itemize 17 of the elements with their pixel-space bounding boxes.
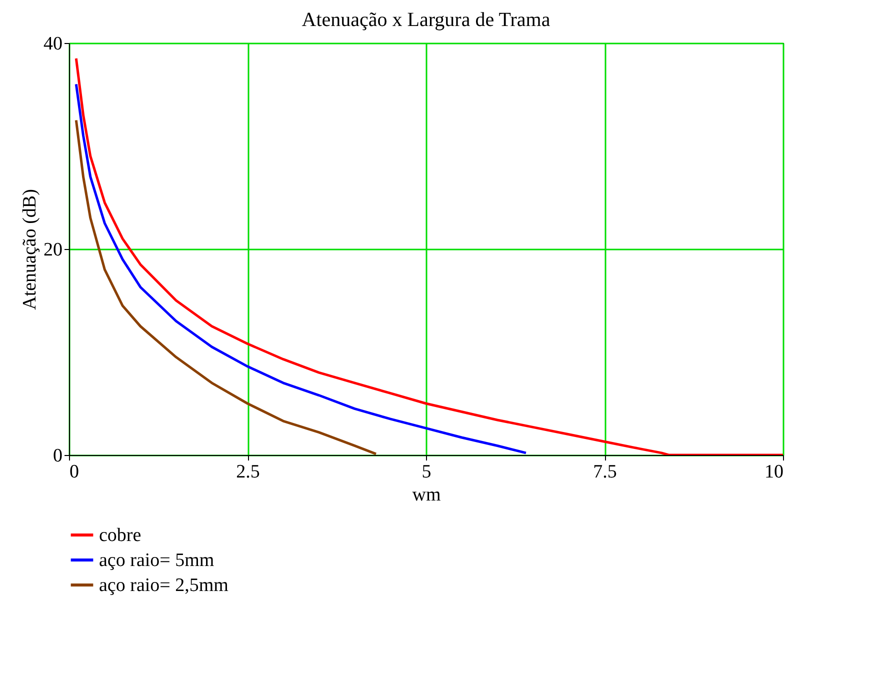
x-tick-label: 2.5 [236, 462, 260, 482]
x-tick-label: 5 [422, 462, 432, 482]
legend-label: aço raio= 2,5mm [99, 575, 229, 596]
chart-title: Atenuação x Largura de Trama [302, 9, 550, 31]
line-series [74, 82, 528, 454]
legend-label: cobre [99, 525, 142, 546]
x-tick-label: 10 [764, 462, 784, 482]
y-tick-label: 40 [44, 34, 62, 54]
x-axis-title: wm [412, 484, 441, 506]
y-tick-label: 20 [44, 240, 62, 260]
legend-label: aço raio= 5mm [99, 550, 214, 571]
y-tick-label: 0 [53, 446, 62, 466]
x-tick-label: 0 [70, 462, 79, 482]
line-series [74, 57, 783, 455]
x-tick-label: 7.5 [593, 462, 617, 482]
line-series [74, 119, 378, 455]
y-axis-title: Atenuação (dB) [20, 189, 40, 310]
